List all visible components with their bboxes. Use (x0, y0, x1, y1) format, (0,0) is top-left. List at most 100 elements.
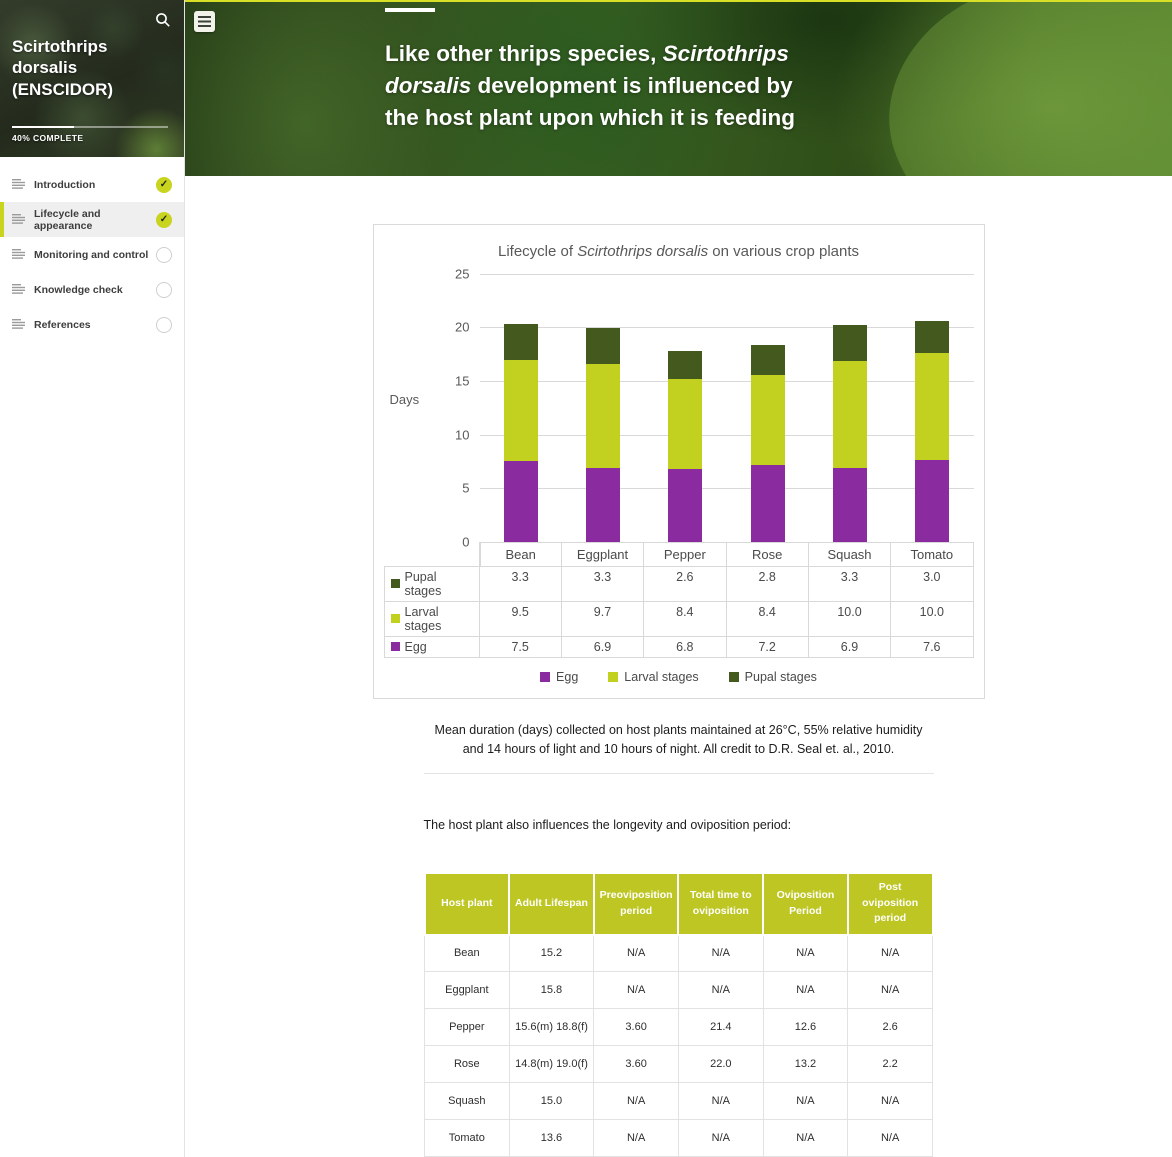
lesson-content: Lifecycle of Scirtothrips dorsalis on va… (185, 175, 1172, 1157)
bar-segment-egg (750, 464, 785, 542)
progress-bar (12, 126, 168, 128)
table-cell: N/A (847, 1119, 933, 1157)
table-cell: N/A (677, 1119, 764, 1157)
table-row-pepper: Pepper 15.6(m) 18.8(f) 3.60 21.4 12.6 2.6 (424, 1008, 933, 1046)
table-cell: 15.6(m) 18.8(f) (508, 1008, 595, 1046)
chart-legend: Egg Larval stages Pupal stages (384, 670, 974, 684)
series-name: Egg (404, 639, 427, 654)
table-cell: Eggplant (424, 971, 510, 1009)
lesson-nav: Introduction ✓ Lifecycle and appearance ✓ Mo… (0, 157, 184, 342)
legend-item-larval-stages: Larval stages (608, 669, 699, 684)
category-label-rose: Rose (726, 541, 809, 567)
bar-slot-eggplant (562, 274, 644, 542)
column-header-preoviposition-period: Preoviposition period (592, 871, 680, 936)
table-cell: 14.8(m) 19.0(f) (508, 1045, 595, 1083)
data-cell: 8.4 (726, 601, 809, 637)
series-label-pupal-stages: Pupal stages (383, 566, 480, 602)
sidebar-item-lifecycle-and-appearance[interactable]: Lifecycle and appearance ✓ (0, 202, 184, 237)
table-cell: 21.4 (677, 1008, 764, 1046)
gridline (479, 488, 974, 490)
data-cell: 7.6 (891, 636, 974, 658)
stacked-bar-rose (750, 344, 785, 542)
hamburger-icon (198, 15, 211, 27)
bar-slot-tomato (891, 274, 973, 542)
table-row-tomato: Tomato 13.6 N/A N/A N/A N/A (424, 1119, 933, 1157)
lesson-lines-icon (12, 176, 25, 194)
host-table-header-row: Host plant Adult Lifespan Preoviposition p… (423, 871, 934, 936)
table-cell: 2.2 (847, 1045, 933, 1083)
hero-text-block: Like other thrips species, Scirtothrips … (385, 2, 805, 134)
legend-swatch-icon (540, 671, 551, 682)
data-cell: 3.3 (561, 566, 645, 602)
sidebar-item-knowledge-check[interactable]: Knowledge check (0, 272, 184, 307)
series-name: Larval stages (404, 604, 442, 633)
gridline (479, 327, 974, 329)
data-cell: 3.3 (479, 566, 562, 602)
main-area: Like other thrips species, Scirtothrips … (185, 0, 1172, 1157)
hero-banner: Like other thrips species, Scirtothrips … (185, 1, 1172, 176)
sidebar-item-introduction[interactable]: Introduction ✓ (0, 167, 184, 202)
bar-segment-pupal-stages (750, 344, 785, 375)
chart-title: Lifecycle of Scirtothrips dorsalis on va… (497, 242, 860, 260)
completed-check-icon: ✓ (156, 211, 172, 228)
completed-check-icon: ✓ (156, 176, 172, 193)
sidebar-item-monitoring-and-control[interactable]: Monitoring and control (0, 237, 184, 272)
search-icon[interactable] (154, 12, 172, 30)
chart-table-corner (383, 541, 480, 567)
chart-caption: Mean duration (days) collected on host p… (434, 722, 923, 757)
table-cell: N/A (847, 934, 933, 972)
plot-area (479, 273, 974, 542)
sidebar-header: Scirtothrips dorsalis (ENSCIDOR) 40% COM… (0, 0, 184, 157)
table-cell: 3.60 (593, 1045, 679, 1083)
table-cell: N/A (847, 1082, 933, 1120)
bar-segment-pupal-stages (585, 328, 620, 364)
data-cell: 10.0 (808, 601, 892, 637)
data-cell: 10.0 (891, 601, 974, 637)
legend-swatch-icon (728, 671, 739, 682)
table-cell: 13.2 (762, 1045, 849, 1083)
table-cell: N/A (677, 1082, 764, 1120)
table-cell: N/A (762, 1119, 849, 1157)
column-header-adult-lifespan: Adult Lifespan (508, 871, 595, 936)
incomplete-circle-icon (156, 316, 172, 333)
legend-label: Larval stages (624, 669, 699, 684)
legend-label: Pupal stages (744, 669, 817, 684)
stacked-bar-tomato (915, 320, 950, 542)
lesson-lines-icon (12, 211, 25, 229)
bar-segment-egg (915, 460, 950, 542)
bar-segment-larval-stages (750, 374, 785, 465)
table-cell: N/A (593, 971, 679, 1009)
table-row-bean: Bean 15.2 N/A N/A N/A N/A (424, 934, 933, 972)
bar-segment-pupal-stages (915, 320, 950, 354)
bar-segment-larval-stages (915, 353, 950, 461)
bar-slot-squash (809, 274, 891, 542)
table-cell: N/A (593, 1119, 679, 1157)
bar-slot-rose (726, 274, 808, 542)
gridline (479, 273, 974, 275)
column-header-total-time-to-oviposition: Total time to oviposition (677, 871, 765, 936)
legend-item-pupal-stages: Pupal stages (728, 669, 817, 684)
table-cell: 12.6 (762, 1008, 849, 1046)
data-cell: 6.8 (644, 636, 727, 658)
sidebar-item-references[interactable]: References (0, 307, 184, 342)
table-cell: N/A (762, 1082, 849, 1120)
lesson-heading: Like other thrips species, Scirtothrips … (385, 40, 795, 130)
data-cell: 9.7 (561, 601, 645, 637)
stacked-bar-chart: Days 0 5 10 15 20 25 Bean Eggplant Pepper Rose Squa… (383, 266, 974, 658)
data-cell: 9.5 (479, 601, 562, 637)
table-cell: Squash (424, 1082, 510, 1120)
stacked-bar-squash (832, 325, 867, 542)
sidebar-item-label: Monitoring and control (34, 248, 149, 261)
incomplete-circle-icon (156, 281, 172, 298)
legend-swatch-icon (608, 671, 619, 682)
table-cell: 13.6 (508, 1119, 595, 1157)
table-cell: Pepper (424, 1008, 510, 1046)
legend-item-egg: Egg (540, 670, 578, 684)
table-cell: Rose (424, 1045, 510, 1083)
column-header-host-plant: Host plant (423, 871, 511, 936)
menu-toggle-button[interactable] (194, 10, 215, 32)
series-swatch-icon (390, 579, 400, 589)
category-label-tomato: Tomato (891, 541, 974, 567)
lesson-lines-icon (12, 246, 25, 264)
legend-label: Egg (556, 669, 579, 684)
